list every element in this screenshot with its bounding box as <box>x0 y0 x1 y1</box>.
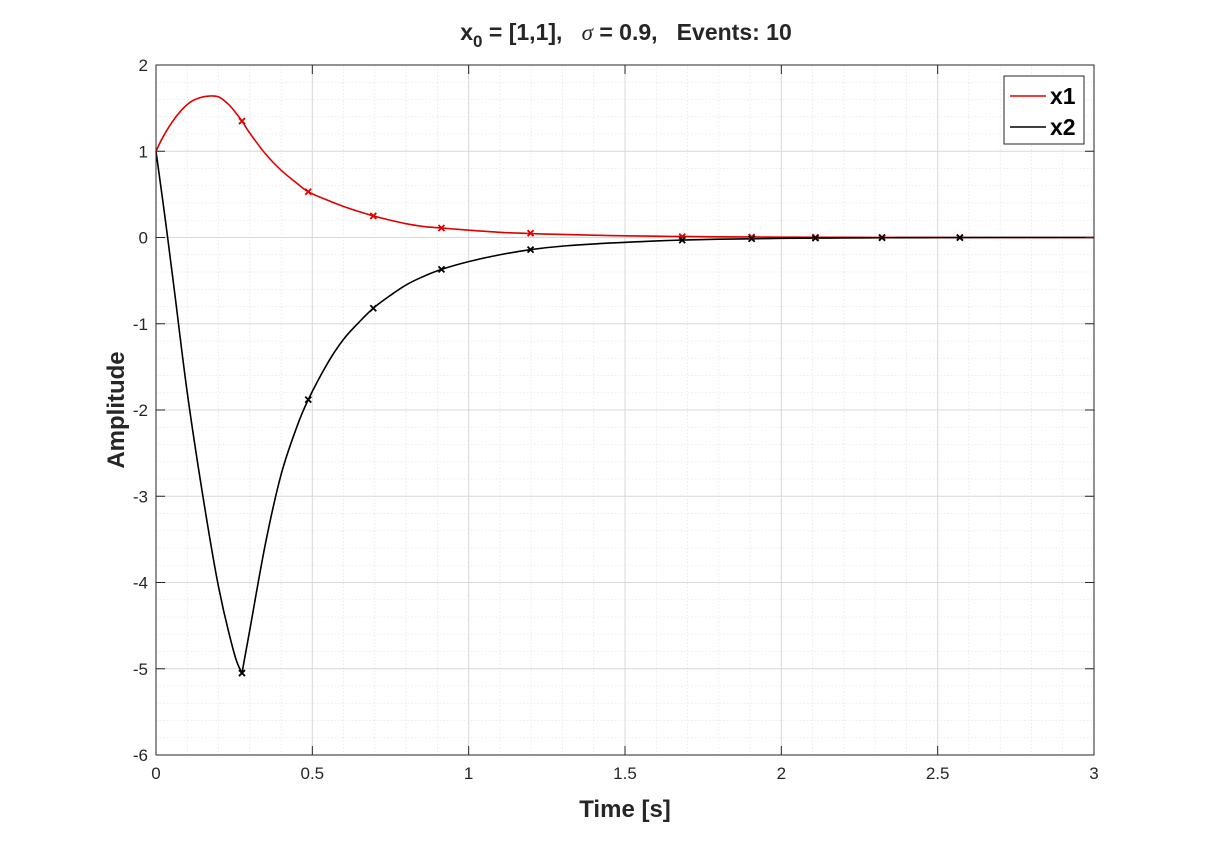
x-tick-label: 0 <box>151 764 160 783</box>
legend-label-x1: x1 <box>1050 83 1076 109</box>
y-tick-label: -4 <box>133 574 148 593</box>
x-tick-label: 2.5 <box>926 764 950 783</box>
event-marker-x2 <box>238 669 246 677</box>
y-tick-label: -5 <box>133 660 148 679</box>
event-marker-x2 <box>526 245 535 254</box>
x-tick-label: 0.5 <box>301 764 325 783</box>
event-marker-x2 <box>437 265 446 274</box>
event-marker-x2 <box>304 396 312 404</box>
x-tick-label: 3 <box>1089 764 1098 783</box>
event-marker-x1 <box>437 224 446 232</box>
y-tick-label: -2 <box>133 401 148 420</box>
y-tick-label: -3 <box>133 487 148 506</box>
x-tick-label: 1 <box>464 764 473 783</box>
event-marker-x2 <box>956 233 964 242</box>
y-tick-label: -1 <box>133 315 148 334</box>
event-marker-x2 <box>747 235 756 243</box>
event-marker-x1 <box>238 117 246 125</box>
event-marker-x1 <box>304 188 312 196</box>
chart-title: x0 = [1,1], σ = 0.9, Events: 10 <box>460 19 792 51</box>
series-line-x2 <box>155 151 243 674</box>
event-markers <box>238 117 964 677</box>
y-tick-label: -6 <box>133 746 148 765</box>
event-marker-x2 <box>878 234 886 242</box>
x-axis-label: Time [s] <box>579 796 671 823</box>
y-tick-label: 0 <box>139 229 148 248</box>
event-marker-x1 <box>747 233 756 241</box>
plot-area: 0 0.5 1 1.5 2 2.5 3 -6 -5 -4 -3 -2 -1 0 1 2 <box>133 56 1099 783</box>
y-tick-label: 2 <box>139 56 148 75</box>
event-marker-x2 <box>369 304 377 312</box>
event-marker-x2 <box>678 236 686 244</box>
y-tick-label: 1 <box>139 142 148 161</box>
legend-box <box>1003 75 1085 145</box>
x-tick-label: 2 <box>777 764 786 783</box>
axis-ticks: 0 0.5 1 1.5 2 2.5 3 -6 -5 -4 -3 -2 -1 0 1 2 <box>133 56 1099 783</box>
legend-label-x2: x2 <box>1050 114 1076 140</box>
legend: x1 x2 <box>1003 75 1085 145</box>
event-marker-x1 <box>369 212 377 220</box>
event-marker-x2 <box>811 234 820 242</box>
series-line-x1 <box>155 95 1094 239</box>
y-axis-label: Amplitude <box>103 351 130 468</box>
x-tick-label: 1.5 <box>613 764 637 783</box>
event-marker-x1 <box>526 229 535 237</box>
